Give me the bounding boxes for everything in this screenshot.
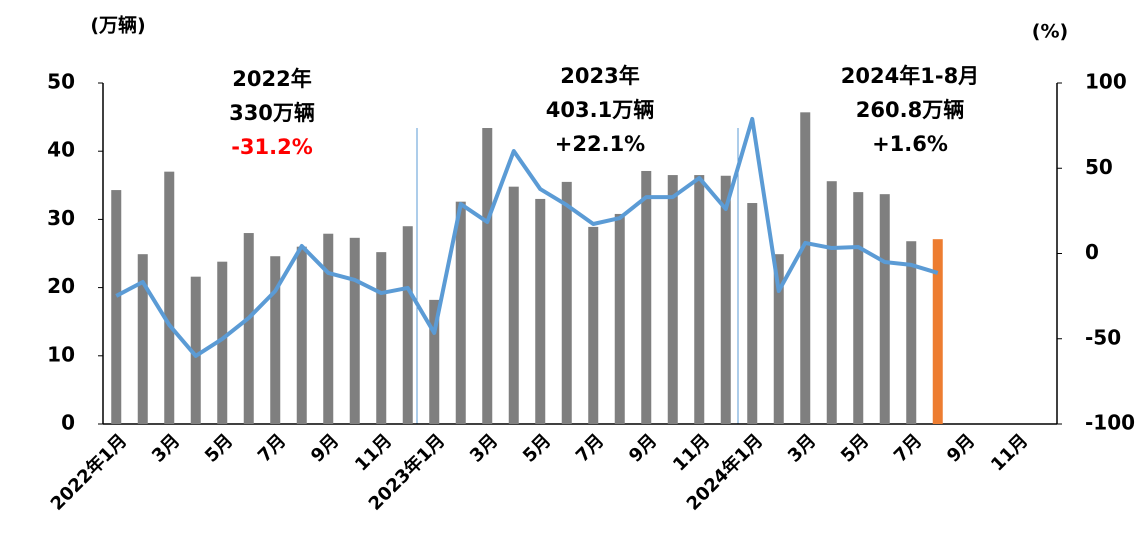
y-tick-label: 20: [47, 274, 75, 298]
bar: [773, 254, 784, 424]
bar: [296, 246, 307, 424]
x-tick-label: 9月: [307, 430, 343, 466]
y2-axis-label: (%): [1032, 21, 1068, 43]
bar: [561, 181, 572, 424]
x-tick-label: 3月: [466, 430, 502, 466]
bar: [535, 198, 546, 424]
y2-tick-label: 50: [1085, 155, 1113, 179]
bar: [349, 237, 360, 424]
bar: [932, 239, 943, 424]
bar: [217, 261, 228, 424]
y2-tick-label: 100: [1085, 70, 1127, 94]
bar: [111, 190, 122, 424]
bar: [694, 175, 705, 424]
y2-tick-label: -50: [1085, 325, 1121, 349]
y2-tick-label: -100: [1085, 411, 1135, 435]
bar: [588, 226, 599, 424]
x-tick-label: 5月: [201, 430, 237, 466]
x-tick-label: 7月: [254, 430, 290, 466]
annotation: 2022年: [232, 67, 311, 91]
annotation: 260.8万辆: [856, 98, 964, 122]
x-tick-label: 11月: [669, 430, 714, 475]
y-tick-label: 10: [47, 342, 75, 366]
x-tick-label: 7月: [572, 430, 608, 466]
annotation: 330万辆: [229, 101, 315, 125]
annotation: 403.1万辆: [546, 98, 654, 122]
y-tick-label: 30: [47, 206, 75, 230]
annotation: 2023年: [560, 64, 639, 88]
bar: [800, 112, 811, 425]
bar: [164, 171, 175, 424]
x-tick-label: 5月: [837, 430, 873, 466]
bar: [614, 213, 625, 424]
line: [115, 116, 939, 358]
bar: [747, 203, 758, 424]
bar: [429, 299, 440, 424]
bar: [402, 226, 413, 424]
bar: [190, 276, 201, 424]
bar: [376, 252, 387, 424]
y-axis-label: (万辆): [90, 14, 145, 37]
bar: [243, 233, 254, 424]
y2-tick-label: 0: [1085, 240, 1099, 264]
x-tick-label: 3月: [784, 430, 820, 466]
x-tick-label: 11月: [987, 430, 1032, 475]
bar: [323, 233, 334, 424]
annotation: +1.6%: [872, 132, 948, 156]
bar: [826, 181, 837, 424]
bar: [455, 201, 466, 424]
bar: [667, 175, 678, 424]
x-tick-label: 11月: [351, 430, 396, 475]
bar: [270, 256, 281, 424]
annotation: -31.2%: [231, 135, 313, 159]
annotation: +22.1%: [555, 132, 645, 156]
x-tick-label: 5月: [519, 430, 555, 466]
bar: [508, 186, 519, 424]
y-tick-label: 0: [61, 411, 75, 435]
x-tick-label: 2022年1月: [46, 430, 131, 515]
y-tick-label: 50: [47, 70, 75, 94]
bar: [482, 128, 493, 424]
x-tick-label: 7月: [890, 430, 926, 466]
bar: [906, 241, 917, 424]
x-tick-label: 9月: [943, 430, 979, 466]
bar: [879, 194, 890, 424]
bar: [137, 254, 148, 424]
y-tick-label: 40: [47, 138, 75, 162]
bar: [641, 170, 652, 424]
bar: [720, 175, 731, 424]
annotation: 2024年1-8月: [841, 64, 979, 88]
x-tick-label: 9月: [625, 430, 661, 466]
x-tick-label: 3月: [148, 430, 184, 466]
bar: [853, 192, 864, 424]
